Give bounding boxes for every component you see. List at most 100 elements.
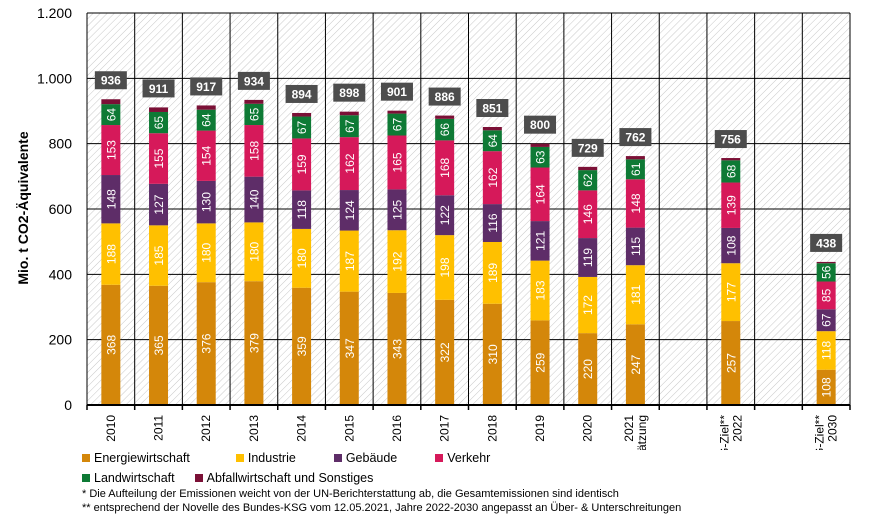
bar-segment-industrie: [339, 230, 359, 292]
bar-segment-landwirtschaft: [339, 115, 359, 138]
legend-item-industrie: Industrie: [235, 451, 296, 465]
total-label: 438: [816, 236, 836, 250]
x-tick-label: 2020: [581, 415, 595, 442]
bar-segment-industrie: [149, 225, 169, 286]
data-label: 247: [629, 354, 643, 374]
bar-segment-energiewirtschaft: [387, 292, 407, 405]
data-label: 121: [534, 231, 548, 251]
data-label: 118: [295, 200, 309, 219]
x-tick-label: 2022: [730, 415, 744, 442]
x-tick-label: Schätzung: [635, 415, 649, 450]
bar-segment-industrie: [721, 263, 741, 322]
bar-segment-industrie: [816, 331, 836, 370]
y-tick-label: 1.000: [37, 70, 72, 86]
bar-segment-industrie: [482, 241, 502, 304]
x-tick-label: 2030: [826, 415, 840, 442]
data-label: 140: [247, 189, 261, 209]
bar-segment-industrie: [435, 235, 455, 300]
data-label: 180: [200, 242, 214, 262]
bar-segment-energiewirtschaft: [482, 303, 502, 405]
bar-segment-landwirtschaft: [292, 116, 312, 139]
y-axis-label: Mio. t CO2-Äquivalente: [15, 131, 31, 285]
data-label: 257: [724, 353, 738, 373]
x-tick-label: 2013: [247, 415, 261, 442]
data-label: 376: [200, 333, 214, 353]
data-label: 181: [629, 284, 643, 304]
data-label: 119: [581, 248, 595, 267]
data-label: 183: [534, 280, 548, 300]
data-label: 118: [820, 341, 834, 360]
data-label: 162: [486, 167, 500, 187]
legend-swatch: [82, 454, 90, 462]
data-label: 115: [629, 237, 643, 256]
legend-swatch: [435, 454, 444, 462]
total-label: 917: [196, 80, 216, 94]
data-label: 130: [200, 192, 214, 212]
bar-segment-energiewirtschaft: [625, 324, 645, 405]
data-label: 379: [247, 333, 261, 353]
bar-segment-abfallwirtschaft-und-sonstiges: [244, 99, 264, 104]
legend-label: Verkehr: [447, 451, 491, 465]
total-label: 911: [149, 82, 169, 96]
total-label-box: [142, 79, 175, 98]
legend-item-energiewirtschaft: Energiewirtschaft: [82, 451, 190, 465]
bar-segment-energiewirtschaft: [339, 291, 359, 405]
data-label: 67: [343, 119, 357, 133]
bar-segment-verkehr: [292, 138, 312, 191]
data-label: 187: [343, 251, 357, 271]
bar-segment-geb-ude: [721, 227, 741, 264]
bar-segment-abfallwirtschaft-und-sonstiges: [196, 105, 216, 110]
total-label: 886: [435, 90, 455, 104]
data-label: 65: [152, 116, 166, 130]
data-label: 116: [486, 213, 500, 232]
data-label: 66: [438, 123, 452, 137]
bar-segment-energiewirtschaft: [578, 333, 598, 405]
bar-segment-industrie: [530, 260, 550, 321]
data-label: 125: [390, 199, 404, 219]
bar-segment-landwirtschaft: [721, 160, 741, 183]
legend-label: Industrie: [247, 451, 296, 465]
bar-segment-industrie: [387, 230, 407, 293]
total-label-box: [428, 87, 461, 106]
bar-segment-abfallwirtschaft-und-sonstiges: [578, 166, 598, 171]
bar-segment-geb-ude: [387, 189, 407, 231]
total-label-box: [285, 84, 318, 103]
bar-segment-industrie: [244, 222, 264, 282]
bar-segment-abfallwirtschaft-und-sonstiges: [339, 111, 359, 116]
y-tick-label: 200: [49, 332, 73, 348]
data-label: 64: [486, 134, 500, 148]
total-label: 762: [625, 131, 645, 145]
x-tick-label: 2010: [104, 415, 118, 442]
data-label: 146: [581, 204, 595, 224]
data-label: 368: [104, 335, 118, 355]
bar-segment-industrie: [578, 276, 598, 334]
bar-segment-abfallwirtschaft-und-sonstiges: [816, 261, 836, 264]
legend-item-landwirtschaft: Landwirtschaft: [82, 471, 175, 485]
total-label-box: [571, 138, 604, 157]
legend-swatch: [235, 454, 244, 462]
total-label-box: [333, 83, 366, 102]
bar-segment-abfallwirtschaft-und-sonstiges: [149, 107, 169, 112]
data-label: 177: [724, 282, 738, 302]
bar-segment-verkehr: [339, 137, 359, 191]
bar-segment-verkehr: [482, 151, 502, 205]
total-label: 851: [482, 102, 502, 116]
data-label: 322: [438, 342, 452, 362]
data-label: 154: [200, 145, 214, 165]
legend-swatch: [194, 474, 203, 482]
data-label: 124: [343, 200, 357, 220]
total-label: 934: [244, 74, 264, 88]
data-label: 67: [295, 121, 309, 135]
bar-segment-verkehr: [721, 182, 741, 228]
data-label: 188: [104, 244, 118, 264]
data-label: 180: [247, 241, 261, 261]
bar-segment-landwirtschaft: [244, 103, 264, 126]
bar-segment-abfallwirtschaft-und-sonstiges: [721, 158, 741, 161]
bar-segment-energiewirtschaft: [292, 287, 312, 405]
bar-segment-verkehr: [435, 140, 455, 196]
bar-segment-geb-ude: [101, 175, 121, 224]
bar-segment-industrie: [196, 223, 216, 283]
data-label: 162: [343, 153, 357, 173]
bar-segment-abfallwirtschaft-und-sonstiges: [292, 112, 312, 117]
